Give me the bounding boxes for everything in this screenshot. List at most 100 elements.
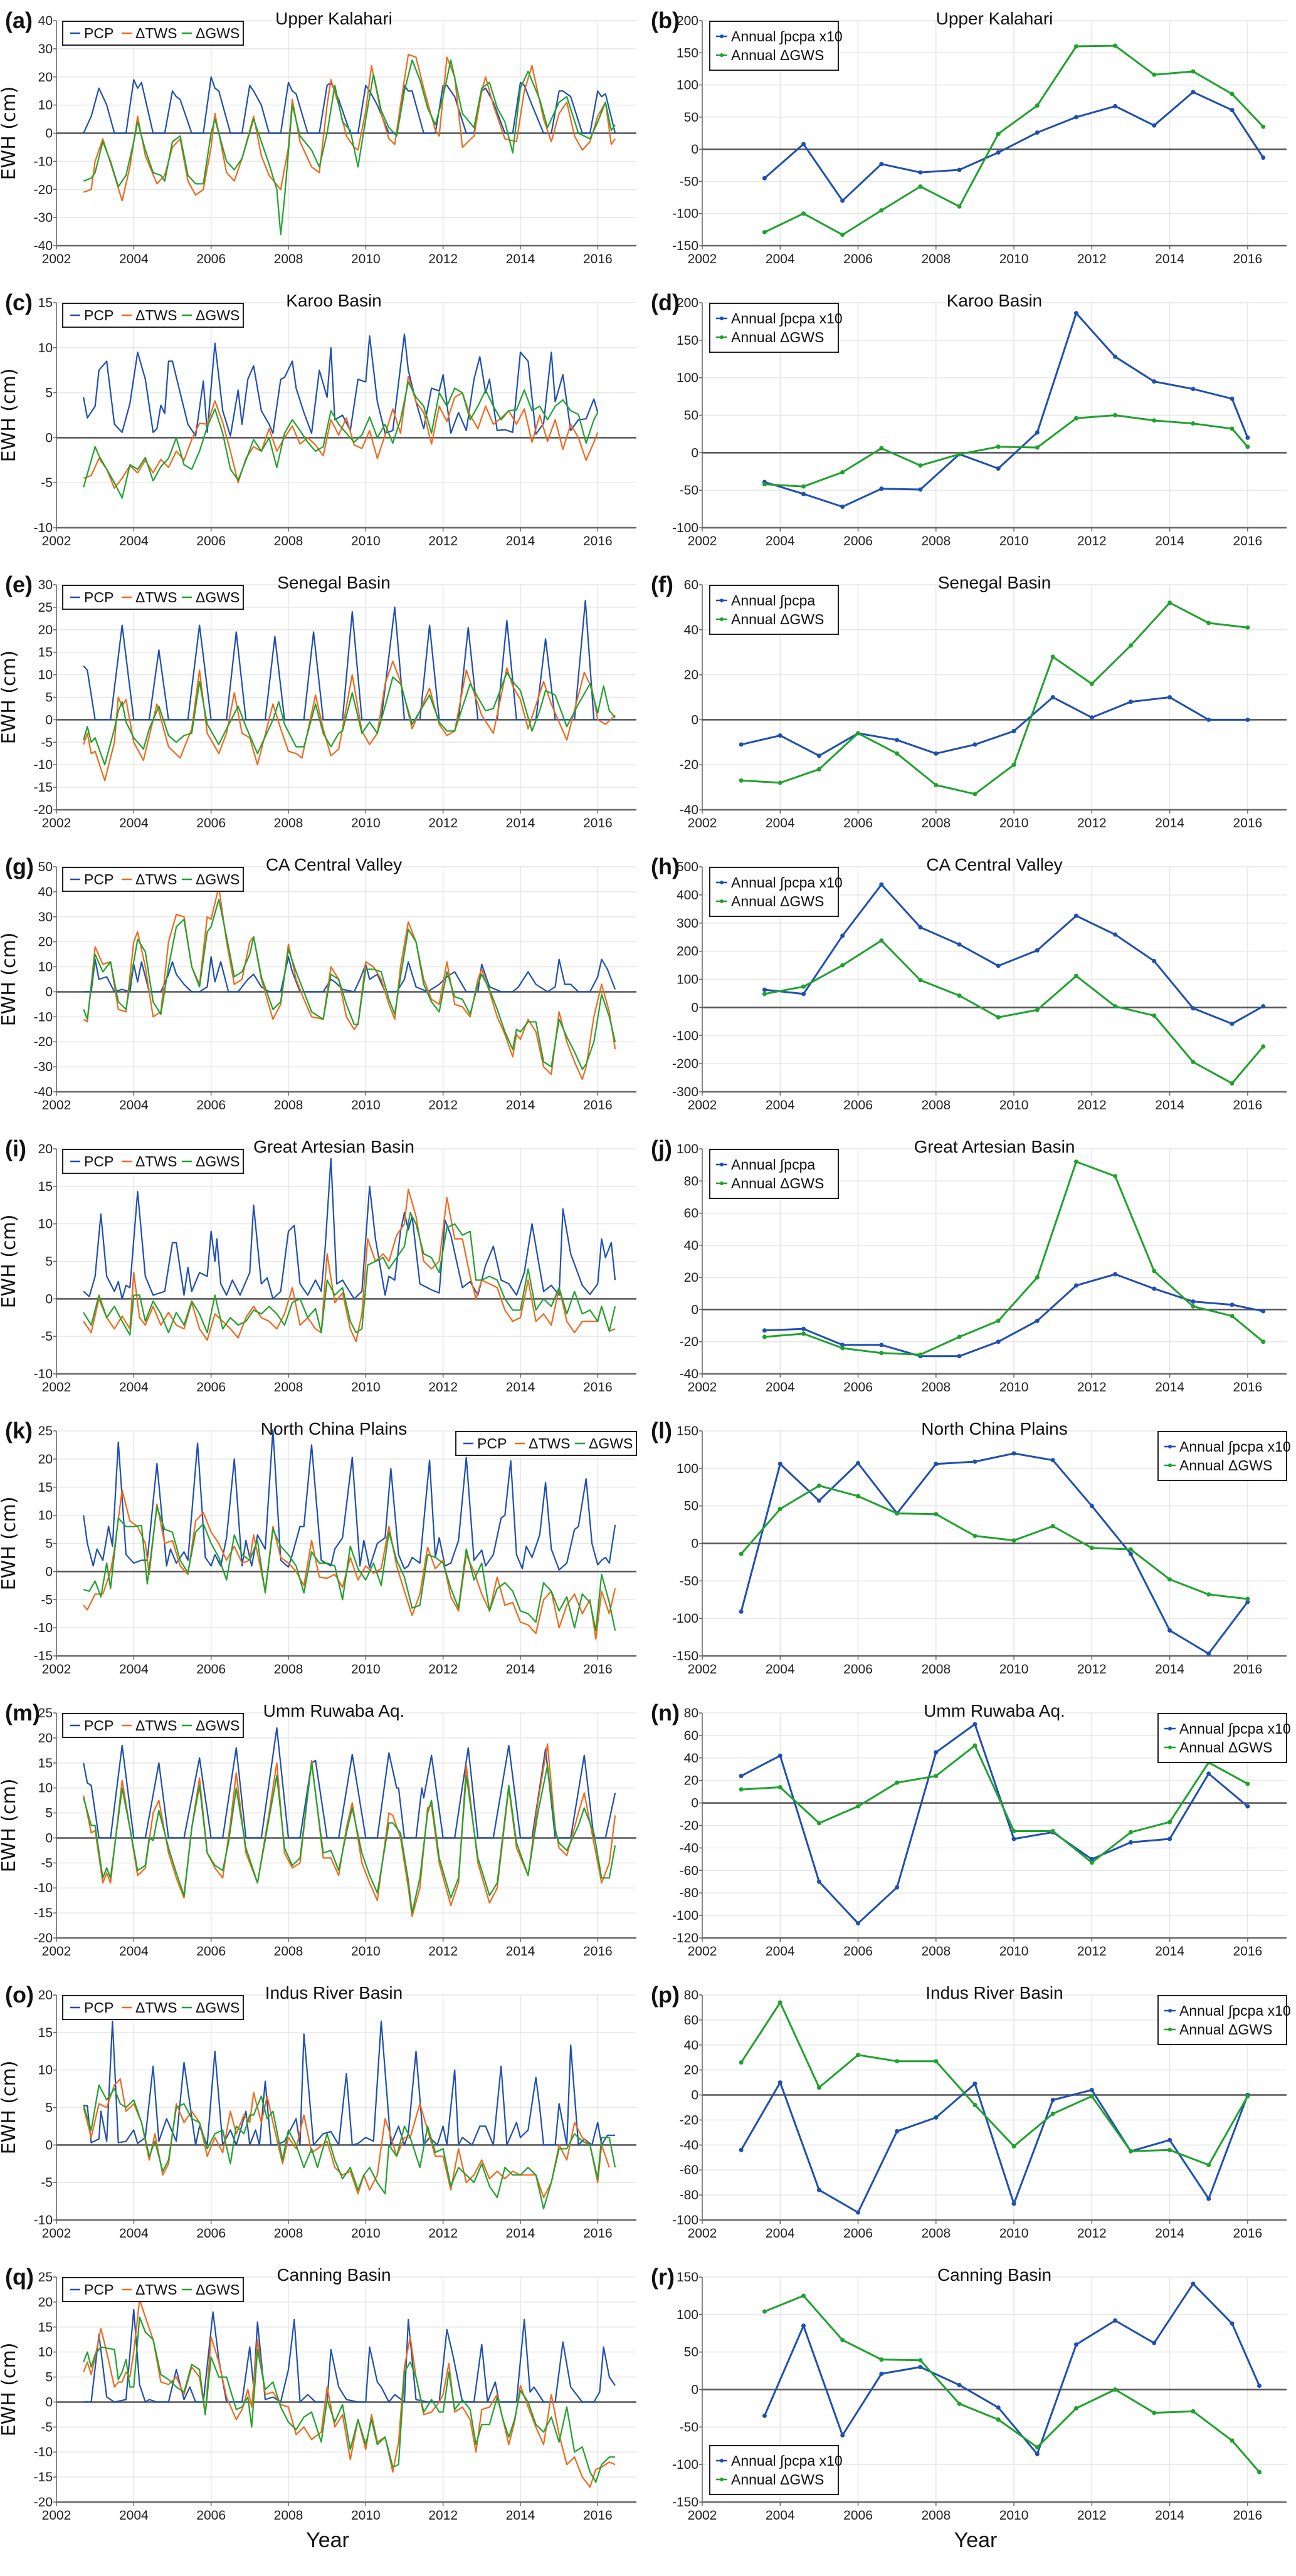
x-tick-label: 2002 (42, 1944, 71, 1959)
data-point (972, 1534, 977, 1539)
data-point (1191, 69, 1196, 74)
data-point (1191, 1059, 1196, 1064)
y-tick-label: -80 (680, 1886, 698, 1900)
y-tick-label: 20 (38, 935, 53, 950)
chart-svg-i: 2002 2004 2006 2008 2010 2012 2014 2016-10-5051… (0, 1136, 636, 1395)
data-point (801, 211, 806, 216)
data-point (1245, 1596, 1250, 1601)
legend: Annual ∫pcpa x10 Annual ΔGWS (709, 2445, 843, 2495)
data-point (1073, 2342, 1078, 2347)
data-point (1128, 1551, 1133, 1556)
y-axis-label: EWH (cm) (0, 1497, 20, 1591)
data-point (895, 1780, 900, 1785)
x-tick-label: 2010 (351, 1944, 381, 1959)
panel-a: 2002 2004 2006 2008 2010 2012 2014 2016 -40 -30 -2… (0, 0, 646, 282)
data-point (777, 1462, 782, 1467)
y-tick-label: 300 (677, 916, 698, 931)
series--tws (83, 2298, 616, 2488)
series-line (83, 2308, 616, 2403)
legend-box (1157, 1431, 1287, 1481)
data-point (996, 466, 1001, 471)
data-point (1113, 1174, 1118, 1179)
data-point (801, 142, 806, 147)
x-tick-label: 2006 (196, 252, 226, 266)
data-point (1230, 1302, 1235, 1307)
data-point (918, 487, 923, 492)
data-point (1206, 1771, 1211, 1776)
series--gws (83, 2084, 616, 2210)
x-tick-label: 2012 (428, 816, 458, 830)
data-point (957, 2382, 962, 2387)
panel-c: 2002 2004 2006 2008 2010 2012 2014 2016 -10 -5 0 5 1… (0, 282, 646, 564)
data-point (1128, 1840, 1133, 1845)
y-tick-label: 5 (45, 386, 53, 401)
x-tick-label: 2002 (42, 1380, 71, 1395)
y-tick-label: 0 (691, 142, 698, 157)
y-tick-label: -40 (680, 1367, 698, 1381)
legend-entry: PCP (84, 1999, 113, 2016)
data-point (1035, 430, 1040, 435)
panel-label: (n) (651, 1700, 680, 1725)
data-point (957, 167, 962, 172)
x-tick-label: 2004 (766, 252, 795, 266)
panel-o: 2002 2004 2006 2008 2010 2012 2014 2016 -10 -5 0 5 1… (0, 1974, 646, 2256)
y-tick-label: 0 (45, 1292, 53, 1306)
legend-entry: Annual ΔGWS (1179, 1457, 1272, 1474)
y-tick-label: -20 (34, 803, 53, 817)
x-tick-label: 2006 (196, 1380, 226, 1395)
series-line (740, 1484, 1248, 1600)
chart-svg-k: 2002 2004 2006 2008 2010 2012 2014 2016-15-10-5… (0, 1418, 637, 1677)
legend-box (62, 1995, 244, 2020)
data-point (739, 742, 744, 747)
x-tick-label: 2008 (921, 1944, 951, 1959)
series-annual-pcpa-x10 (739, 1451, 1250, 1656)
panel-h: 2002 2004 2006 2008 2010 2012 2014 2016 -300 -200… (646, 846, 1296, 1128)
y-axis-label: EWH (cm) (0, 1215, 20, 1309)
y-tick-label: 20 (38, 623, 53, 637)
panel-label: (q) (5, 2264, 34, 2290)
data-point (957, 1334, 962, 1339)
data-point (1050, 1828, 1055, 1833)
y-tick-label: -120 (672, 1931, 698, 1945)
data-point (1167, 600, 1172, 605)
series-pcp (83, 599, 616, 721)
panel-l: 2002 2004 2006 2008 2010 2012 2014 2016 -150 -100… (646, 1410, 1296, 1692)
data-point (801, 1331, 806, 1336)
data-point (1230, 1314, 1235, 1319)
y-tick-label: -300 (672, 1085, 698, 1099)
y-axis-label: EWH (cm) (0, 369, 20, 463)
x-tick-label: 2014 (1155, 2226, 1184, 2241)
data-point (1261, 124, 1266, 129)
y-tick-label: 200 (677, 945, 698, 959)
series-annual-gws (762, 43, 1266, 238)
x-tick-label: 2016 (583, 2508, 613, 2523)
legend-entry: Annual ΔGWS (731, 611, 824, 627)
legend-box (709, 585, 839, 635)
data-point (934, 751, 939, 756)
series-annual-gws (739, 1743, 1250, 1865)
data-point (1167, 1577, 1172, 1582)
legend-box (1157, 1995, 1287, 2045)
series-line (83, 1158, 616, 1300)
y-tick-label: 10 (38, 2345, 53, 2360)
legend-box (709, 1149, 839, 1199)
data-point (1113, 1004, 1118, 1009)
data-point (972, 2103, 977, 2108)
data-point (840, 2338, 845, 2343)
series-annual-gws (762, 2293, 1262, 2474)
x-tick-label: 2008 (921, 1662, 951, 1677)
legend: PCP ΔTWS ΔGWS (62, 585, 244, 610)
x-tick-label: 2016 (1233, 1944, 1263, 1959)
legend-marker (720, 899, 724, 903)
y-tick-label: 50 (38, 860, 53, 874)
data-point (1167, 1628, 1172, 1633)
x-tick-label: 2016 (583, 1098, 613, 1113)
y-tick-label: 25 (38, 1424, 53, 1438)
data-point (1089, 2094, 1094, 2099)
chart-title: CA Central Valley (926, 855, 1062, 874)
legend-box (709, 2445, 839, 2495)
data-point (840, 933, 845, 938)
data-point (996, 2417, 1001, 2422)
x-tick-label: 2006 (843, 1380, 873, 1395)
data-point (1113, 2387, 1118, 2392)
